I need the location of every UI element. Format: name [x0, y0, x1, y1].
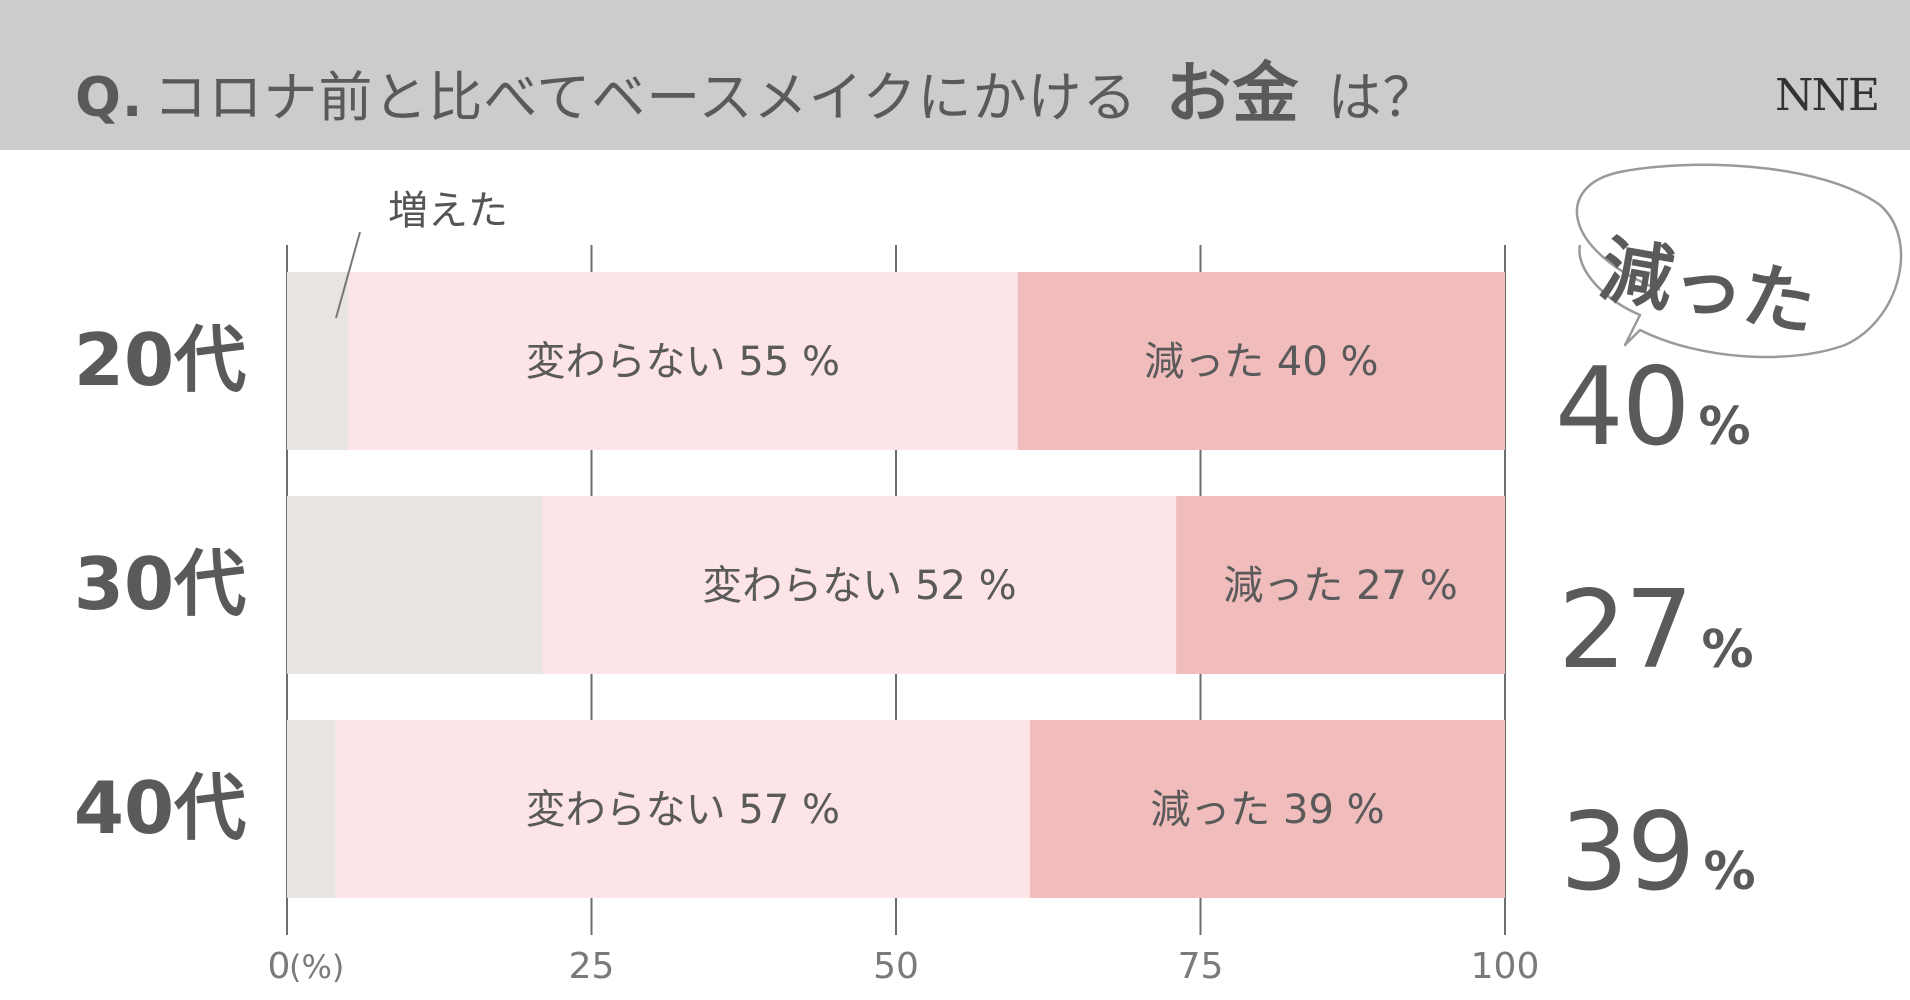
highlight-value-20s: 40% — [1555, 345, 1751, 470]
axis-unit-label: (%) — [289, 948, 344, 986]
bar-segments — [287, 272, 1505, 898]
data-label: 変わらない 55 % — [526, 339, 840, 385]
highlight-unit: % — [1698, 397, 1751, 457]
highlight-value-40s: 39% — [1560, 790, 1756, 915]
category-label: 20代 — [74, 318, 246, 402]
highlight-number: 39 — [1560, 790, 1695, 915]
data-label: 変わらない 52 % — [702, 563, 1016, 609]
brand-logo: NNE — [1775, 70, 1880, 121]
highlight-unit: % — [1703, 842, 1756, 902]
bar-increased — [287, 496, 543, 674]
tick-label: 75 — [1178, 946, 1224, 987]
data-label: 減った 40 % — [1144, 339, 1378, 385]
segment-labels: 変わらない 55 % 減った 40 % 変わらない 52 % 減った 27 % 変わらな… — [526, 339, 1458, 833]
bar-unchanged — [347, 272, 1018, 450]
highlight-unit: % — [1701, 620, 1754, 680]
bar-decreased — [1029, 720, 1505, 898]
bar-unchanged — [542, 496, 1177, 674]
category-label: 30代 — [74, 542, 246, 626]
tick-label: 0 — [268, 946, 291, 987]
header-bar: Q. コロナ前と比べてベースメイクにかける お金 は？ NNE — [0, 0, 1910, 150]
highlight-number: 40 — [1555, 345, 1690, 470]
bar-decreased — [1176, 496, 1505, 674]
bar-decreased — [1017, 272, 1505, 450]
increased-annotation: 増えた — [388, 188, 508, 234]
bar-increased — [287, 272, 348, 450]
tick-label: 100 — [1471, 946, 1540, 987]
callout-bubble — [1575, 163, 1903, 359]
category-labels: 20代 30代 40代 — [74, 318, 246, 850]
tick-label: 50 — [873, 946, 919, 987]
question-number: Q. — [75, 66, 144, 129]
increased-leader-line — [335, 231, 361, 319]
question-text: コロナ前と比べてベースメイクにかける — [153, 66, 1138, 129]
tick-label: 25 — [569, 946, 615, 987]
data-label: 変わらない 57 % — [526, 787, 840, 833]
data-label: 減った 39 % — [1150, 787, 1384, 833]
bar-unchanged — [335, 720, 1030, 898]
speech-bubble-shape — [1575, 163, 1903, 359]
data-label: 減った 27 % — [1223, 563, 1457, 609]
x-axis-ticks: 0(%) 25 50 75 100 — [268, 946, 1540, 987]
stacked-bar-chart: 変わらない 55 % 減った 40 % 変わらない 52 % 減った 27 % 変わらな… — [74, 163, 1903, 987]
bar-increased — [287, 720, 336, 898]
question-suffix: は？ — [1327, 66, 1438, 129]
category-label: 40代 — [74, 766, 246, 850]
question-emphasis: お金 — [1165, 55, 1300, 132]
highlight-number: 27 — [1558, 568, 1693, 693]
question-title: Q. コロナ前と比べてベースメイクにかける お金 は？ — [75, 40, 1437, 132]
highlight-value-30s: 27% — [1558, 568, 1754, 693]
